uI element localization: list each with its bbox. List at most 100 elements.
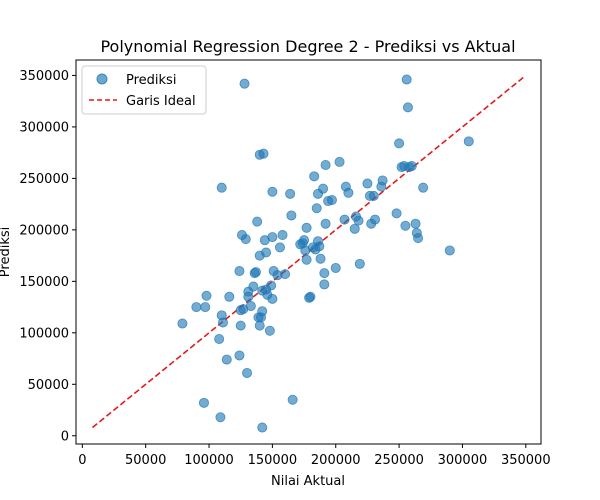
y-tick-label: 100000 xyxy=(19,326,69,341)
scatter-point xyxy=(216,182,227,193)
scatter-point xyxy=(377,175,388,186)
scatter-point xyxy=(267,186,278,197)
x-axis-label: Nilai Aktual xyxy=(271,474,345,489)
scatter-point xyxy=(326,195,337,206)
legend-label-garis-ideal: Garis Ideal xyxy=(126,94,196,109)
scatter-point xyxy=(315,253,326,264)
y-tick-label: 150000 xyxy=(19,275,69,290)
scatter-point xyxy=(334,156,345,167)
scatter-point xyxy=(418,182,429,193)
scatter-point xyxy=(224,291,235,302)
scatter-point xyxy=(201,290,212,301)
plot-area-frame xyxy=(75,59,542,445)
scatter-point xyxy=(286,210,297,221)
x-tick-label: 350000 xyxy=(501,453,551,468)
scatter-point xyxy=(257,306,268,317)
legend-label-prediksi: Prediksi xyxy=(126,73,176,88)
legend-marker-prediksi xyxy=(96,73,108,85)
scatter-point xyxy=(216,310,227,321)
scatter-point xyxy=(266,280,277,291)
scatter-point xyxy=(277,230,288,241)
scatter-point xyxy=(177,318,188,329)
chart-title: Polynomial Regression Degree 2 - Prediks… xyxy=(100,37,515,56)
scatter-point xyxy=(280,269,291,280)
scatter-point xyxy=(240,234,251,245)
scatter-points xyxy=(177,74,474,433)
scatter-point xyxy=(299,235,310,246)
y-tick-label: 200000 xyxy=(19,223,69,238)
scatter-point xyxy=(391,208,402,219)
scatter-point xyxy=(221,354,232,365)
x-tick-label: 250000 xyxy=(374,453,424,468)
scatter-point xyxy=(301,222,312,233)
x-tick-label: 300000 xyxy=(438,453,488,468)
legend-box xyxy=(81,65,207,115)
scatter-point xyxy=(318,183,329,194)
legend: Prediksi Garis Ideal xyxy=(81,65,207,115)
scatter-point xyxy=(301,254,312,265)
scatter-point xyxy=(242,367,253,378)
ideal-line-layer xyxy=(91,76,524,429)
scatter-point xyxy=(248,281,259,292)
scatter-point xyxy=(191,302,202,313)
x-tick-label: 150000 xyxy=(248,453,298,468)
scatter-point xyxy=(400,220,411,231)
scatter-point xyxy=(309,171,320,182)
scatter-point xyxy=(267,232,278,243)
scatter-point xyxy=(320,160,331,171)
scatter-point xyxy=(215,412,226,423)
y-tick-label: 0 xyxy=(61,429,69,444)
scatter-point xyxy=(250,267,261,278)
scatter-point xyxy=(245,301,256,312)
x-axis: 0 50000 100000 150000 200000 250000 300000 3500… xyxy=(78,444,551,468)
y-tick-label: 300000 xyxy=(19,120,69,135)
scatter-point xyxy=(234,266,245,277)
y-axis-label: Prediksi xyxy=(0,227,13,277)
scatter-point xyxy=(200,302,211,313)
scatter-point xyxy=(287,394,298,405)
scatter-point xyxy=(254,320,265,331)
scatter-point xyxy=(410,218,421,229)
scatter-point xyxy=(370,214,381,225)
y-tick-label: 50000 xyxy=(28,378,69,393)
scatter-point xyxy=(319,279,330,290)
scatter-point xyxy=(274,242,285,253)
scatter-point xyxy=(354,258,365,269)
scatter-point xyxy=(349,223,360,234)
y-axis: 0 50000 100000 150000 200000 250000 300000 3500… xyxy=(19,69,76,444)
scatter-point xyxy=(314,241,325,252)
scatter-point xyxy=(285,188,296,199)
scatter-point xyxy=(320,218,331,229)
scatter-point xyxy=(261,247,272,258)
scatter-point xyxy=(330,262,341,273)
scatter-point xyxy=(252,216,263,227)
scatter-point xyxy=(402,102,413,113)
scatter-point xyxy=(401,74,412,85)
scatter-point xyxy=(305,291,316,302)
scatter-point xyxy=(343,187,354,198)
scatter-point xyxy=(394,138,405,149)
scatter-point xyxy=(311,203,322,214)
scatter-point xyxy=(214,333,225,344)
scatter-point xyxy=(234,350,245,361)
y-tick-label: 250000 xyxy=(19,172,69,187)
scatter-point xyxy=(339,214,350,225)
scatter-point xyxy=(353,215,364,226)
scatter-point xyxy=(463,136,474,147)
scatter-point xyxy=(239,78,250,89)
ideal-line xyxy=(91,76,524,429)
scatter-point xyxy=(258,148,269,159)
x-tick-label: 200000 xyxy=(311,453,361,468)
x-tick-label: 50000 xyxy=(125,453,166,468)
x-tick-label: 0 xyxy=(78,453,86,468)
scatter-point xyxy=(257,422,268,433)
scatter-point xyxy=(198,397,209,408)
scatter-point xyxy=(362,178,373,189)
scatter-point xyxy=(368,190,379,201)
scatter-point xyxy=(264,325,275,336)
scatter-point xyxy=(235,320,246,331)
scatter-point xyxy=(267,293,278,304)
scatter-point xyxy=(243,291,254,302)
scatter-point xyxy=(406,161,417,172)
